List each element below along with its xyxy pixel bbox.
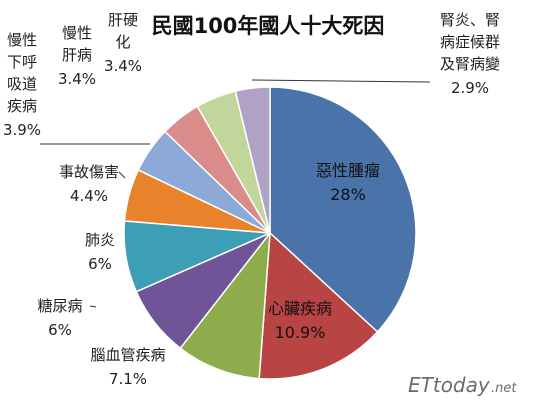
- slice-name-label: 腎炎、腎: [440, 11, 500, 29]
- slice-name-label: 慢性: [62, 24, 92, 42]
- watermark: ETtoday .net: [408, 373, 517, 397]
- leader-line: [118, 171, 126, 179]
- slice-name-label: 肝病: [62, 46, 92, 64]
- pie-labels: 惡性腫瘤 28% 心臟疾病 10.9% 腦血管疾病 7.1% 糖尿病 6% 肺炎 6% 事故傷害 4.…: [3, 11, 500, 388]
- pie-slice-1: [269, 86, 417, 333]
- slice-name-label: 慢性: [7, 31, 37, 49]
- chart-title: 民國100年國人十大死因: [152, 14, 385, 38]
- slice-value-label: 6%: [88, 255, 112, 273]
- slice-value-label: 10.9%: [275, 323, 326, 342]
- slice-name-label: 腦血管疾病: [90, 346, 165, 364]
- slice-value-label: 2.9%: [451, 79, 489, 97]
- slice-value-label: 4.4%: [70, 187, 108, 205]
- slice-name-label: 心臟疾病: [268, 299, 332, 318]
- slice-name-label: 肺炎: [85, 231, 115, 249]
- slice-value-label: 28%: [330, 185, 366, 204]
- pie-slice-3: [179, 230, 271, 380]
- slice-name-label: 惡性腫瘤: [316, 161, 380, 180]
- pie-slice-10: [234, 86, 271, 234]
- slice-value-label: 6%: [48, 321, 72, 339]
- watermark-sub: .net: [491, 381, 517, 396]
- leader-line: [154, 351, 159, 356]
- watermark-main: ETtoday: [408, 373, 491, 397]
- slice-name-label: 糖尿病: [37, 297, 82, 315]
- slice-value-label: 3.4%: [104, 57, 142, 75]
- leader-line: [251, 79, 431, 83]
- slice-value-label: 3.9%: [3, 121, 41, 139]
- slice-name-label: 下呼: [7, 53, 37, 71]
- slice-name-label: 疾病: [7, 97, 37, 115]
- slice-value-label: 7.1%: [109, 370, 147, 388]
- slice-name-label: 及腎病變: [440, 55, 500, 73]
- slice-name-label: 病症候群: [440, 33, 500, 51]
- slice-name-label: 化: [115, 33, 130, 51]
- pie-slices: [123, 86, 417, 380]
- slice-name-label: 肝硬: [108, 11, 138, 29]
- leader-line: [89, 305, 97, 308]
- slice-name-label: 吸道: [7, 75, 37, 93]
- slice-value-label: 3.4%: [58, 70, 96, 88]
- pie-slice-2: [258, 231, 379, 380]
- slice-name-label: 事故傷害: [59, 163, 119, 181]
